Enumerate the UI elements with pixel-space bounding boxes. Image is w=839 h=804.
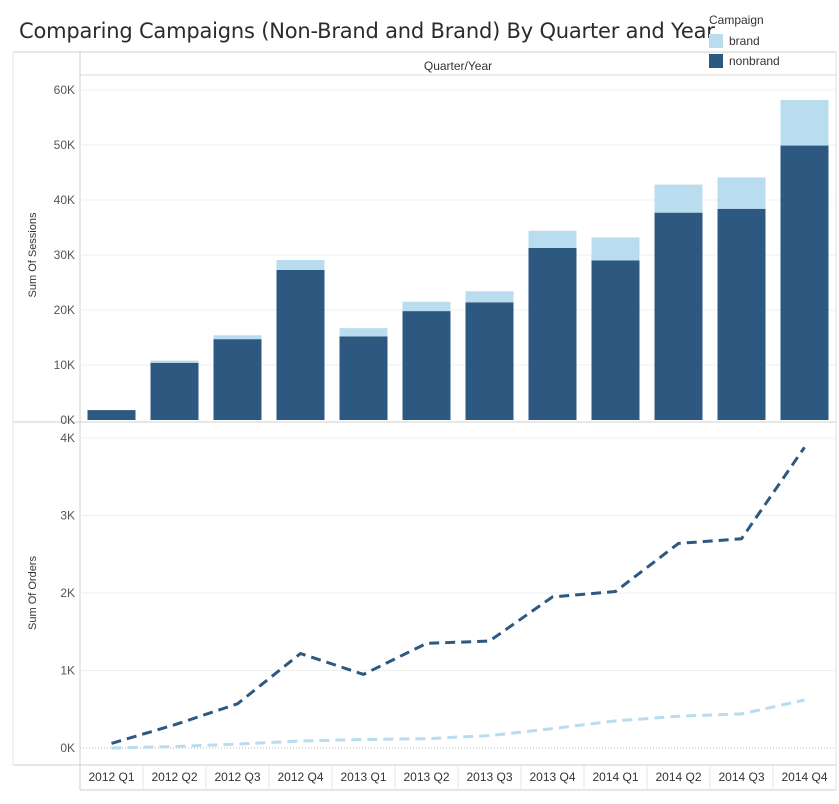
bar-brand [591, 237, 640, 261]
legend-label-nonbrand: nonbrand [729, 54, 780, 68]
column-header: Quarter/Year [424, 59, 492, 73]
legend-swatch-nonbrand [709, 54, 723, 68]
bar-nonbrand [276, 269, 325, 420]
legend-swatch-brand [709, 34, 723, 48]
line-y-tick-label: 3K [60, 509, 75, 523]
bar-nonbrand [87, 410, 136, 420]
bar-nonbrand [339, 336, 388, 420]
x-tick-label: 2014 Q2 [655, 770, 701, 784]
chart-title: Comparing Campaigns (Non-Brand and Brand… [19, 19, 715, 43]
bar-y-tick-label: 0K [60, 413, 75, 427]
x-tick-label: 2012 Q3 [214, 770, 260, 784]
bar-y-tick-label: 10K [54, 358, 75, 372]
bar-brand [717, 177, 766, 209]
bar-nonbrand [528, 247, 577, 420]
bar-brand [528, 230, 577, 248]
line-y-tick-label: 1K [60, 664, 75, 678]
bar-brand [213, 335, 262, 340]
bar-y-tick-label: 20K [54, 303, 75, 317]
bar-brand [780, 99, 829, 146]
legend-label-brand: brand [729, 34, 760, 48]
x-tick-label: 2014 Q1 [592, 770, 638, 784]
x-tick-label: 2014 Q4 [781, 770, 827, 784]
legend-item-nonbrand[interactable]: nonbrand [709, 51, 780, 71]
bar-nonbrand [717, 208, 766, 420]
legend-title: Campaign [709, 13, 764, 27]
bar-nonbrand [150, 362, 199, 420]
line-y-tick-label: 4K [60, 431, 75, 445]
bar-y-tick-label: 30K [54, 248, 75, 262]
bar-brand [465, 291, 514, 303]
line-y-tick-label: 2K [60, 586, 75, 600]
bar-nonbrand [591, 260, 640, 420]
line-y-axis-label: Sum Of Orders [27, 556, 39, 630]
bar-y-tick-label: 60K [54, 83, 75, 97]
bar-nonbrand [780, 145, 829, 421]
x-tick-label: 2013 Q2 [403, 770, 449, 784]
bar-brand [276, 259, 325, 270]
line-series-brand [111, 698, 805, 750]
bar-nonbrand [654, 212, 703, 420]
bar-nonbrand [402, 311, 451, 420]
x-tick-label: 2013 Q3 [466, 770, 512, 784]
line-y-tick-label: 0K [60, 741, 75, 755]
bar-y-tick-label: 40K [54, 193, 75, 207]
bar-nonbrand [213, 339, 262, 420]
bar-brand [654, 184, 703, 213]
legend-item-brand[interactable]: brand [709, 31, 780, 51]
legend: Campaign brand nonbrand [709, 13, 780, 71]
bar-brand [150, 360, 199, 363]
bar-y-axis-label: Sum Of Sessions [27, 212, 39, 297]
x-tick-label: 2014 Q3 [718, 770, 764, 784]
x-tick-label: 2012 Q2 [151, 770, 197, 784]
line-series-nonbrand [111, 446, 806, 745]
bar-y-tick-label: 50K [54, 138, 75, 152]
x-tick-label: 2013 Q1 [340, 770, 386, 784]
x-tick-label: 2012 Q4 [277, 770, 323, 784]
x-tick-label: 2013 Q4 [529, 770, 575, 784]
bar-brand [402, 301, 451, 312]
x-tick-label: 2012 Q1 [88, 770, 134, 784]
bar-nonbrand [465, 302, 514, 420]
bar-brand [339, 328, 388, 337]
